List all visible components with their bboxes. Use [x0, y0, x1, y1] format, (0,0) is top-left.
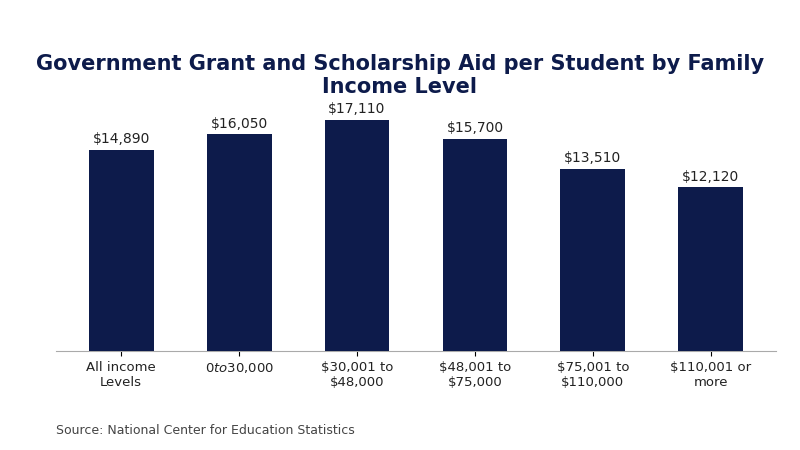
Text: $12,120: $12,120 [682, 170, 739, 184]
Bar [678, 187, 743, 351]
Text: $17,110: $17,110 [328, 102, 386, 116]
Bar [442, 139, 507, 351]
Text: $16,050: $16,050 [210, 117, 268, 130]
Text: Government Grant and Scholarship Aid per Student by Family
Income Level: Government Grant and Scholarship Aid per… [36, 54, 764, 97]
Bar [206, 134, 271, 351]
Bar [561, 169, 626, 351]
Bar [89, 150, 154, 351]
Bar [325, 120, 390, 351]
Text: Source: National Center for Education Statistics: Source: National Center for Education St… [56, 423, 354, 436]
Text: $13,510: $13,510 [564, 151, 622, 165]
Text: $14,890: $14,890 [93, 132, 150, 146]
Text: $15,700: $15,700 [446, 121, 503, 135]
